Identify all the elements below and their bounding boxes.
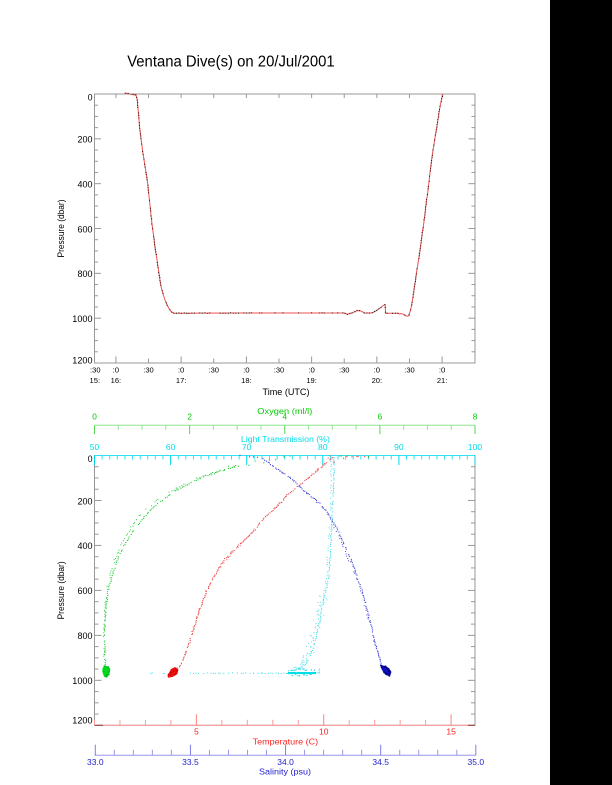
svg-text:400: 400 bbox=[78, 179, 93, 190]
svg-text:Pressure (dbar): Pressure (dbar) bbox=[56, 561, 67, 619]
svg-text:800: 800 bbox=[78, 631, 93, 642]
svg-text:20:: 20: bbox=[372, 376, 383, 385]
svg-text:Time (UTC): Time (UTC) bbox=[263, 387, 310, 397]
svg-text::0: :0 bbox=[113, 366, 120, 375]
svg-text:Temperature (C): Temperature (C) bbox=[253, 737, 319, 747]
svg-text::0: :0 bbox=[374, 366, 381, 375]
svg-text:400: 400 bbox=[78, 541, 93, 552]
svg-text:70: 70 bbox=[242, 442, 252, 452]
svg-text:15: 15 bbox=[446, 727, 456, 737]
svg-text:18:: 18: bbox=[241, 376, 252, 385]
svg-text::30: :30 bbox=[143, 366, 154, 375]
svg-text:33.5: 33.5 bbox=[182, 757, 199, 767]
svg-text:200: 200 bbox=[78, 496, 93, 507]
svg-text:15:: 15: bbox=[90, 376, 101, 385]
svg-text:6: 6 bbox=[378, 411, 383, 421]
svg-text:33.0: 33.0 bbox=[87, 757, 104, 767]
svg-text:34.5: 34.5 bbox=[372, 757, 389, 767]
svg-text:2: 2 bbox=[187, 411, 192, 421]
svg-text::0: :0 bbox=[439, 366, 446, 375]
svg-text:10: 10 bbox=[319, 727, 329, 737]
svg-text:600: 600 bbox=[78, 224, 93, 235]
svg-text::0: :0 bbox=[178, 366, 185, 375]
svg-text::30: :30 bbox=[274, 366, 285, 375]
svg-text:50: 50 bbox=[90, 442, 100, 452]
svg-text:5: 5 bbox=[194, 727, 199, 737]
svg-text:35.0: 35.0 bbox=[468, 757, 485, 767]
svg-text:Pressure (dbar): Pressure (dbar) bbox=[56, 200, 67, 258]
svg-text:0: 0 bbox=[88, 454, 93, 465]
svg-text:17:: 17: bbox=[176, 376, 187, 385]
svg-text:Light Transmission (%): Light Transmission (%) bbox=[241, 434, 330, 444]
svg-text:90: 90 bbox=[394, 442, 404, 452]
svg-text:21:: 21: bbox=[437, 376, 448, 385]
svg-text:800: 800 bbox=[78, 269, 93, 280]
svg-text:100: 100 bbox=[468, 442, 483, 452]
svg-text::30: :30 bbox=[209, 366, 220, 375]
svg-text:4: 4 bbox=[282, 411, 287, 421]
svg-text:1000: 1000 bbox=[72, 314, 92, 325]
svg-text:Salinity (psu): Salinity (psu) bbox=[259, 767, 311, 777]
svg-text::30: :30 bbox=[339, 366, 350, 375]
svg-text:19:: 19: bbox=[306, 376, 317, 385]
svg-text::30: :30 bbox=[90, 366, 101, 375]
svg-text:0: 0 bbox=[92, 411, 97, 421]
svg-text:60: 60 bbox=[166, 442, 176, 452]
svg-text::0: :0 bbox=[243, 366, 250, 375]
svg-text:8: 8 bbox=[473, 411, 478, 421]
svg-text:16:: 16: bbox=[111, 376, 122, 385]
svg-text:Ventana Dive(s) on 20/Jul/2001: Ventana Dive(s) on 20/Jul/2001 bbox=[127, 53, 335, 70]
svg-text:1000: 1000 bbox=[72, 676, 92, 687]
svg-text:1200: 1200 bbox=[72, 715, 92, 726]
svg-text:80: 80 bbox=[318, 442, 328, 452]
svg-text:1200: 1200 bbox=[72, 356, 92, 367]
svg-text:600: 600 bbox=[78, 586, 93, 597]
svg-text::30: :30 bbox=[404, 366, 415, 375]
svg-text:200: 200 bbox=[78, 135, 93, 146]
svg-text:Oxygen (ml/l): Oxygen (ml/l) bbox=[257, 406, 312, 416]
svg-text:0: 0 bbox=[88, 93, 93, 104]
svg-text:34.0: 34.0 bbox=[277, 757, 294, 767]
svg-text::0: :0 bbox=[308, 366, 315, 375]
